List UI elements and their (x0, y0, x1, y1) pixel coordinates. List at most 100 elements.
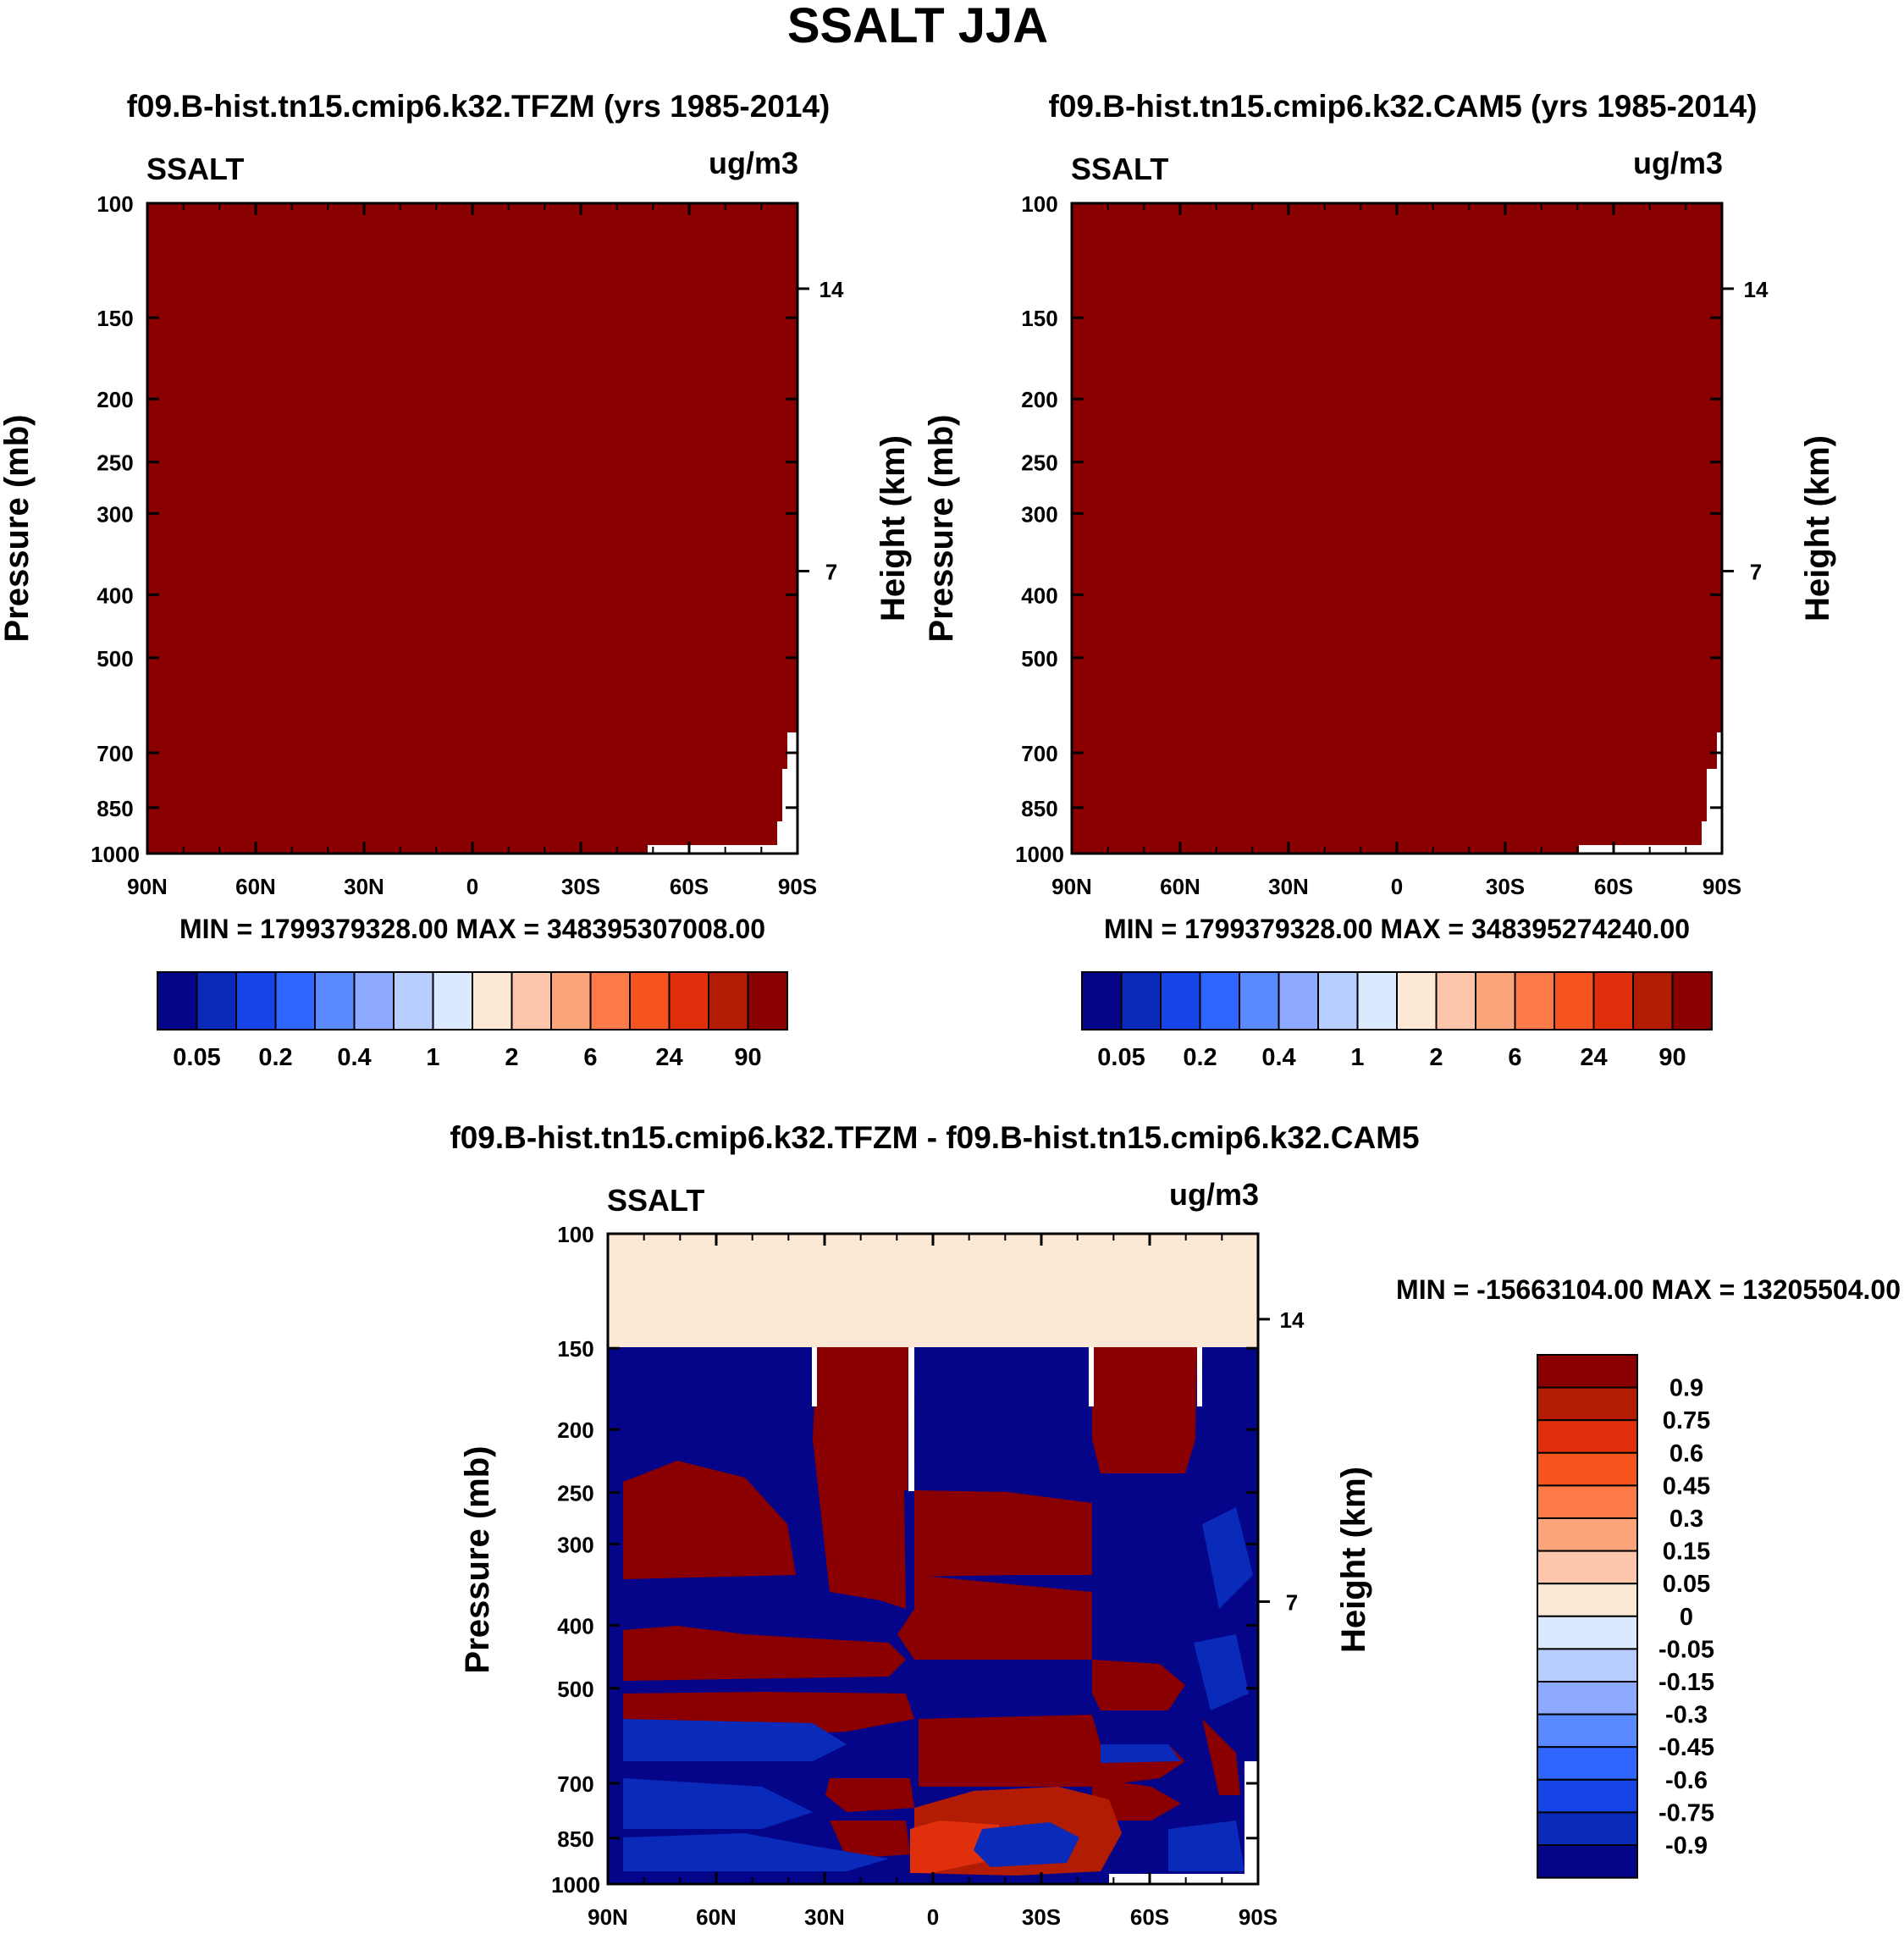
colorbar-label: 24 (655, 1044, 682, 1071)
latitude-ticks: 90N 60N 30N 0 30S 60S 90S (588, 1234, 1278, 1930)
panel-title: f09.B-hist.tn15.cmip6.k32.TFZM - f09.B-h… (450, 1120, 1419, 1155)
y-axis-label: Pressure (mb) (923, 415, 960, 643)
colorbar-swatch (1537, 1811, 1638, 1846)
positive-band (914, 1490, 1092, 1577)
negative-band (623, 1833, 889, 1871)
latitude-tick-label: 30N (804, 1904, 845, 1930)
colorbar-swatch (747, 971, 788, 1031)
colorbar-label: 90 (1658, 1044, 1686, 1071)
min-max-stats: MIN = 1799379328.00 MAX = 348395307008.0… (179, 914, 765, 944)
pressure-tick-label: 300 (557, 1532, 593, 1557)
pressure-tick-label: 200 (97, 387, 133, 412)
colorbar-swatch (1537, 1778, 1638, 1814)
colorbar-swatch (629, 971, 671, 1031)
colorbar-swatch (1554, 971, 1595, 1031)
pressure-tick-label: 250 (557, 1481, 593, 1506)
colorbar: 0.05 0.2 0.4 1 2 6 24 90 (1081, 971, 1713, 1071)
pressure-tick-label: 100 (97, 191, 133, 217)
missing-region (1579, 732, 1722, 854)
figure-title: SSALT JJA (787, 0, 1048, 53)
variable-label: SSALT (146, 152, 244, 186)
positive-column (1092, 1347, 1197, 1473)
colorbar-label: -0.75 (1658, 1799, 1714, 1826)
colorbar-label: 0.15 (1663, 1539, 1710, 1566)
latitude-tick-label: 30N (344, 874, 384, 899)
missing-region (648, 732, 797, 854)
colorbar-label: 0.2 (258, 1044, 292, 1071)
colorbar-swatch (196, 971, 237, 1031)
latitude-tick-label: 60S (1594, 874, 1633, 899)
latitude-tick-label: 0 (927, 1904, 939, 1930)
pressure-tick-label: 400 (1021, 583, 1057, 608)
pressure-ticks: 100 150 200 250 300 400 500 700 850 1000 (1015, 191, 1722, 867)
colorbar-swatch (1537, 1746, 1638, 1781)
latitude-tick-label: 60N (696, 1904, 737, 1930)
colorbar-swatch (589, 971, 631, 1031)
positive-band (623, 1461, 796, 1579)
latitude-tick-label: 30S (1486, 874, 1525, 899)
colorbar-swatch (1537, 1713, 1638, 1749)
pressure-tick-label: 200 (1021, 387, 1057, 412)
latitude-tick-label: 60S (670, 874, 709, 899)
height-tick-label: 7 (1750, 559, 1762, 584)
y-axis-label-right: Height (km) (875, 435, 912, 622)
colorbar-swatch (1592, 971, 1634, 1031)
colorbar-label: 2 (1429, 1044, 1443, 1071)
colorbar-swatch (353, 971, 395, 1031)
latitude-tick-label: 30S (561, 874, 600, 899)
pressure-tick-label: 700 (1021, 741, 1057, 766)
colorbar-label: 0.9 (1669, 1375, 1703, 1402)
latitude-tick-label: 60N (1160, 874, 1200, 899)
colorbar-label: -0.9 (1665, 1832, 1708, 1859)
panel-difference: f09.B-hist.tn15.cmip6.k32.TFZM - f09.B-h… (450, 1120, 1901, 1930)
colorbar-swatch (393, 971, 434, 1031)
colorbar-swatch (1537, 1354, 1638, 1389)
positive-band (897, 1575, 1092, 1660)
colorbar-swatch (1537, 1550, 1638, 1585)
negative-band (623, 1778, 813, 1829)
colorbar-swatch (1537, 1517, 1638, 1552)
units-label: ug/m3 (709, 146, 798, 180)
pressure-tick-label: 150 (97, 306, 133, 331)
latitude-tick-label: 90S (778, 874, 817, 899)
colorbar-label: 6 (583, 1044, 597, 1071)
colorbar-swatch (1120, 971, 1162, 1031)
colorbar-label: 0.05 (1097, 1044, 1145, 1071)
panel-title: f09.B-hist.tn15.cmip6.k32.CAM5 (yrs 1985… (1049, 89, 1758, 124)
colorbar-label: -0.15 (1658, 1669, 1714, 1696)
colorbar-swatch (1632, 971, 1674, 1031)
colorbar-swatch (1537, 1386, 1638, 1422)
height-ticks: 14 7 (797, 277, 844, 584)
colorbar-swatch (510, 971, 552, 1031)
colorbar-label: 0.75 (1663, 1407, 1710, 1434)
colorbar-swatch (432, 971, 473, 1031)
colorbar-label: 0 (1680, 1604, 1693, 1631)
colorbar-swatch (1278, 971, 1319, 1031)
orange-blob (910, 1821, 999, 1873)
colorbar-label: 0.45 (1663, 1473, 1710, 1500)
difference-field (608, 1234, 1258, 1884)
pressure-tick-label: 250 (97, 450, 133, 476)
latitude-tick-label: 90N (588, 1904, 628, 1930)
pressure-tick-label: 500 (557, 1677, 593, 1702)
positive-band (825, 1778, 914, 1812)
positive-band (623, 1626, 906, 1681)
negative-band (1202, 1507, 1253, 1609)
colorbar-label: -0.3 (1665, 1702, 1708, 1729)
colorbar-swatch (274, 971, 316, 1031)
panel-title: f09.B-hist.tn15.cmip6.k32.TFZM (yrs 1985… (127, 89, 831, 124)
y-axis-label-right: Height (km) (1335, 1467, 1372, 1653)
white-gap (1089, 1347, 1094, 1406)
white-gap (1197, 1347, 1202, 1406)
colorbar-swatch (1435, 971, 1476, 1031)
height-tick-label: 14 (1280, 1307, 1305, 1333)
latitude-ticks: 90N 60N 30N 0 30S 60S 90S (127, 203, 817, 899)
colorbar-swatch (1537, 1648, 1638, 1683)
colorbar-label: 2 (505, 1044, 518, 1071)
y-axis-label-right: Height (km) (1799, 435, 1836, 622)
colorbar-swatch (1537, 1583, 1638, 1617)
latitude-tick-label: 90S (1703, 874, 1741, 899)
colorbar-label: -0.05 (1658, 1636, 1714, 1663)
positive-band (1092, 1660, 1185, 1710)
colorbar-swatch (1199, 971, 1240, 1031)
